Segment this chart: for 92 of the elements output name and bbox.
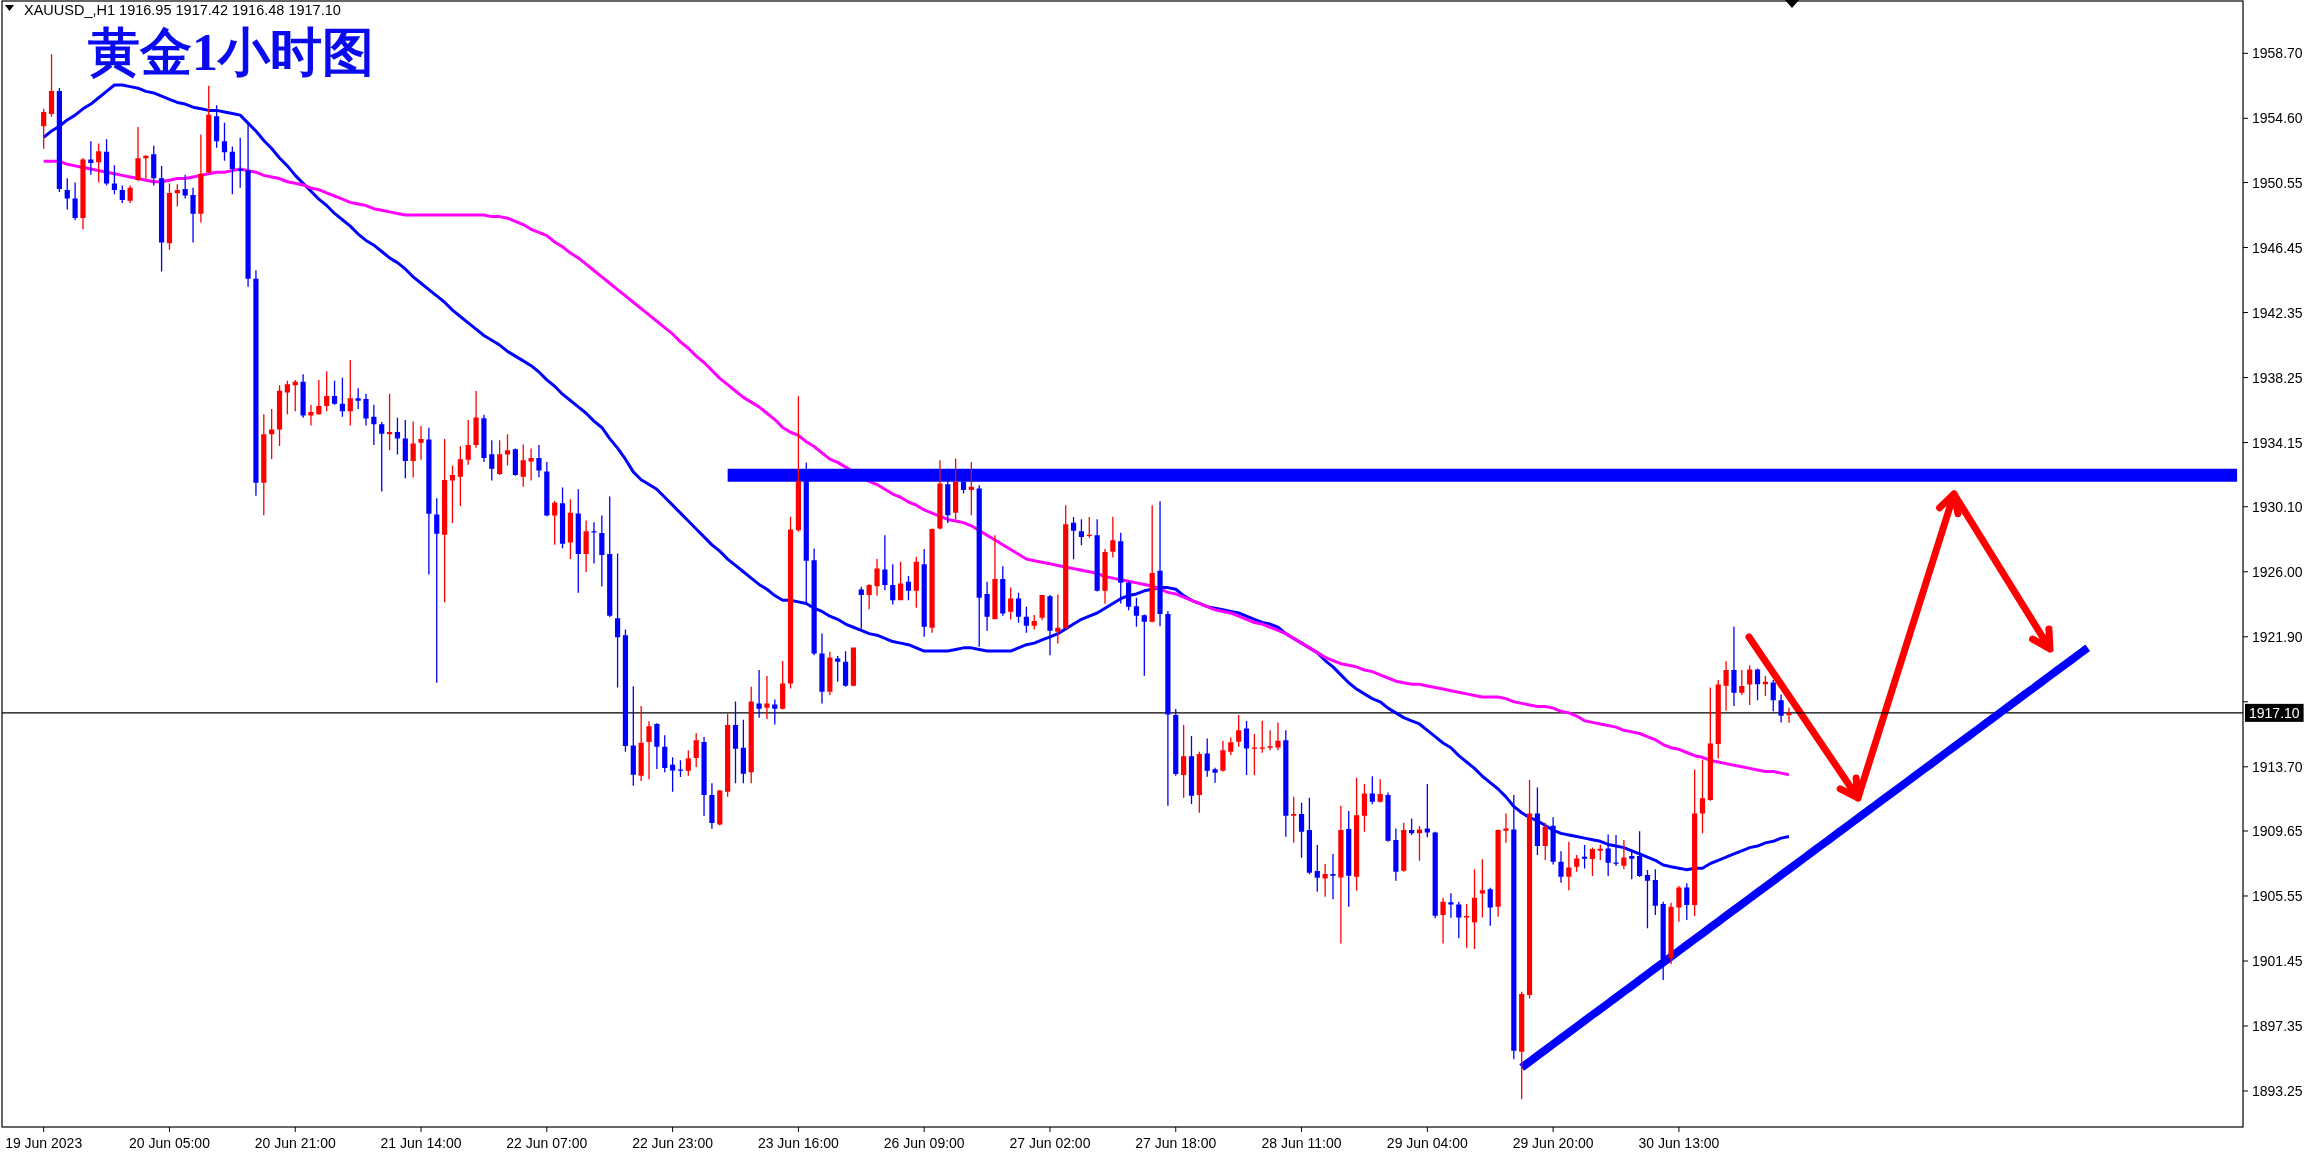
candlestick [1102,549,1108,604]
candlestick [1440,897,1446,944]
x-tick-label: 27 Jun 02:00 [1009,1135,1091,1151]
candlestick [418,425,424,460]
y-tick-label: 1893.25 [2252,1083,2303,1100]
candlestick [1110,516,1116,558]
candlestick [1385,792,1391,842]
candlestick [245,124,251,287]
y-tick-label: 1946.45 [2252,239,2303,256]
candlestick [355,388,361,409]
candlestick [701,736,707,816]
y-tick-label: 1901.45 [2252,953,2303,969]
ref-line-label: 1917.10 [2249,704,2300,721]
y-tick-label: 1942.35 [2252,304,2303,321]
x-tick-label: 22 Jun 07:00 [506,1135,588,1151]
x-tick-label: 19 Jun 2023 [5,1135,83,1151]
y-tick-label: 1950.55 [2252,174,2303,191]
candlestick [937,460,943,530]
candlestick [1731,626,1737,707]
candlestick [1338,805,1344,944]
candlestick [363,393,369,426]
candlestick [1267,730,1273,751]
candlestick [929,528,935,633]
candlestick [1220,740,1226,772]
candlestick [709,783,715,829]
y-tick-label: 1958.70 [2252,45,2303,62]
candlestick [756,670,762,718]
candlestick [819,633,825,704]
x-tick-label: 29 Jun 20:00 [1512,1135,1594,1151]
y-tick-label: 1913.70 [2252,758,2303,775]
annotation: XAUUSD_,H1 1916.95 1917.42 1916.48 1917.10 [24,2,341,18]
x-tick-label: 26 Jun 09:00 [883,1135,965,1151]
x-tick-label: 27 Jun 18:00 [1135,1135,1217,1151]
candlestick [135,127,141,182]
x-tick-label: 28 Jun 11:00 [1261,1135,1342,1151]
line-series [42,159,1791,777]
candlestick [1157,501,1163,627]
y-tick-label: 1897.35 [2252,1018,2303,1035]
x-tick-label: 30 Jun 13:00 [1638,1135,1720,1151]
candlestick [1047,595,1053,656]
candlestick [473,391,479,448]
candlestick [1322,863,1328,897]
candlestick [143,155,149,180]
candlestick [308,404,314,426]
candlestick [1723,661,1729,711]
candlestick [426,427,432,575]
y-tick-label: 1934.15 [2252,434,2303,451]
y-tick-label: 1926.00 [2252,563,2303,580]
y-tick-label: 1938.25 [2252,369,2303,386]
candlestick [992,535,998,620]
candlestick [536,445,542,478]
x-tick-label: 20 Jun 05:00 [128,1135,211,1151]
x-tick-label: 21 Jun 14:00 [380,1135,462,1151]
candlestick [882,535,888,591]
candlestick [583,520,589,572]
y-tick-label: 1905.55 [2252,888,2303,904]
candlestick [1558,851,1564,883]
candlestick [1613,835,1619,867]
candlestick [984,581,990,631]
candlestick [1330,853,1336,900]
candlestick [599,515,605,587]
candlestick [528,448,534,481]
candlestick [80,157,86,230]
y-tick-label: 1909.65 [2252,822,2303,839]
chart-title: 黄金1小时图 [88,23,374,81]
candlestick [654,723,660,769]
candlestick [198,134,204,223]
candlestick [481,414,487,463]
candlestick [1212,767,1218,783]
candlestick [1503,813,1509,843]
x-tick-label: 20 Jun 21:00 [254,1135,336,1151]
candlestick [874,559,880,596]
x-tick-label: 23 Jun 16:00 [757,1135,840,1151]
candlestick [1165,611,1171,806]
y-tick-label: 1954.60 [2252,110,2303,127]
candlestick [190,187,196,243]
candlestick [1621,840,1627,870]
candlestick [253,270,259,496]
candlestick [371,404,377,445]
x-tick-label: 29 Jun 04:00 [1386,1135,1469,1151]
candlestick [1566,841,1572,891]
candlestick [1448,893,1454,918]
candlestick [1668,902,1674,965]
candlestick [1676,886,1682,922]
candlestick [1786,707,1792,723]
candlestick [646,721,652,780]
candlestick [1275,722,1281,751]
y-tick-label: 1921.90 [2252,628,2303,645]
candlestick [764,676,770,720]
y-tick-label: 1930.10 [2252,498,2303,515]
x-tick-label: 22 Jun 23:00 [632,1135,714,1151]
candlestick [591,522,597,564]
